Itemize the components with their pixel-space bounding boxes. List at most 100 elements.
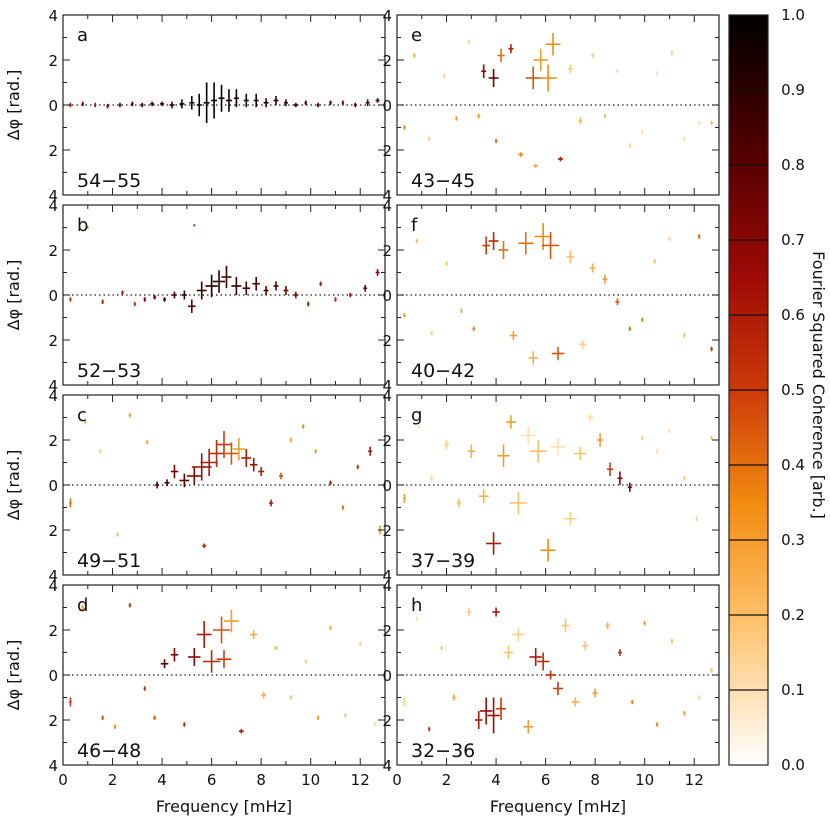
data-point (668, 428, 671, 434)
data-point (203, 82, 210, 123)
data-point (263, 98, 269, 108)
data-point (258, 467, 265, 476)
data-point (415, 238, 419, 244)
data-point (93, 102, 97, 108)
panel-letter: c (77, 405, 87, 426)
panel-label: 52−53 (77, 360, 141, 382)
data-point (607, 462, 613, 476)
data-point (415, 616, 419, 621)
data-point (496, 697, 506, 720)
data-point (494, 138, 498, 144)
data-point (233, 89, 239, 108)
data-point (218, 84, 225, 112)
x-axis-label: Frequency [mHz] (490, 797, 626, 816)
data-point (143, 686, 146, 691)
data-point (640, 317, 644, 322)
data-point (503, 645, 514, 660)
data-point (263, 286, 269, 295)
data-point (216, 650, 232, 669)
panel-label: 43−45 (411, 170, 475, 192)
data-point (529, 648, 542, 666)
data-point (329, 480, 332, 485)
data-point (413, 53, 416, 58)
data-point (628, 326, 632, 331)
data-point (518, 232, 534, 255)
data-point (375, 98, 380, 103)
data-point (293, 102, 298, 108)
data-point (293, 291, 298, 299)
data-point (101, 299, 104, 304)
panel-label: 37−39 (411, 550, 475, 572)
data-point (403, 125, 406, 130)
panel-letter: g (411, 405, 422, 426)
panel-frame (62, 204, 386, 386)
data-point (403, 313, 406, 318)
x-axis-label: Frequency [mHz] (156, 797, 292, 816)
data-point (169, 101, 175, 109)
x-tick-label: 12 (351, 771, 370, 789)
y-axis-label: Δφ [rad.] (4, 260, 23, 331)
data-point (486, 532, 502, 555)
data-point (564, 512, 577, 526)
data-point (536, 652, 550, 671)
data-point (488, 232, 499, 250)
data-point (128, 413, 132, 418)
x-tick-label: 0 (58, 771, 68, 789)
data-point (444, 440, 450, 449)
data-point (69, 697, 72, 707)
data-point (710, 346, 713, 352)
colorbar-tick-label: 0.1 (781, 681, 805, 699)
data-point (224, 442, 239, 465)
x-tick-label: 6 (207, 771, 217, 789)
data-point (278, 472, 283, 480)
data-point (710, 435, 713, 440)
data-point (186, 467, 202, 485)
data-point (250, 630, 258, 639)
data-point (242, 281, 251, 295)
data-point (163, 297, 167, 302)
data-point (273, 281, 279, 291)
data-point (179, 473, 190, 488)
y-tick-label: 2 (382, 432, 392, 450)
colorbar-tick-label: 0.0 (781, 756, 805, 774)
colorbar-tick-label: 1.0 (781, 6, 805, 24)
data-point (375, 269, 380, 276)
y-tick-label: 2 (48, 622, 58, 640)
data-point (341, 100, 345, 105)
data-point (81, 605, 85, 610)
data-point (69, 297, 72, 302)
data-point (498, 241, 509, 259)
data-point (232, 437, 246, 461)
data-point (566, 250, 575, 264)
y-tick-label: 2 (382, 52, 392, 70)
data-point (316, 102, 320, 108)
data-point (567, 64, 573, 74)
data-point (289, 437, 293, 443)
data-point (508, 44, 514, 54)
data-point (181, 290, 187, 300)
data-point (155, 481, 160, 489)
y-tick-label: 0 (382, 477, 392, 495)
data-point (545, 670, 556, 680)
data-point (429, 474, 435, 482)
data-point (456, 498, 461, 508)
data-point (131, 101, 134, 107)
data-point (121, 290, 124, 295)
data-point (561, 618, 570, 633)
y-tick-label: 2 (382, 242, 392, 260)
data-point (482, 236, 490, 255)
data-point (605, 622, 610, 629)
data-point (558, 156, 563, 162)
colorbar-tick-label: 0.8 (781, 156, 805, 174)
data-point (304, 659, 307, 664)
data-point (653, 259, 656, 264)
data-point (529, 440, 547, 463)
data-point (188, 299, 196, 313)
data-point (710, 120, 713, 126)
x-tick-label: 4 (491, 771, 501, 789)
data-point (525, 66, 541, 90)
data-point (460, 308, 463, 313)
data-point (145, 440, 149, 445)
data-point (344, 713, 347, 718)
data-point (602, 274, 608, 284)
